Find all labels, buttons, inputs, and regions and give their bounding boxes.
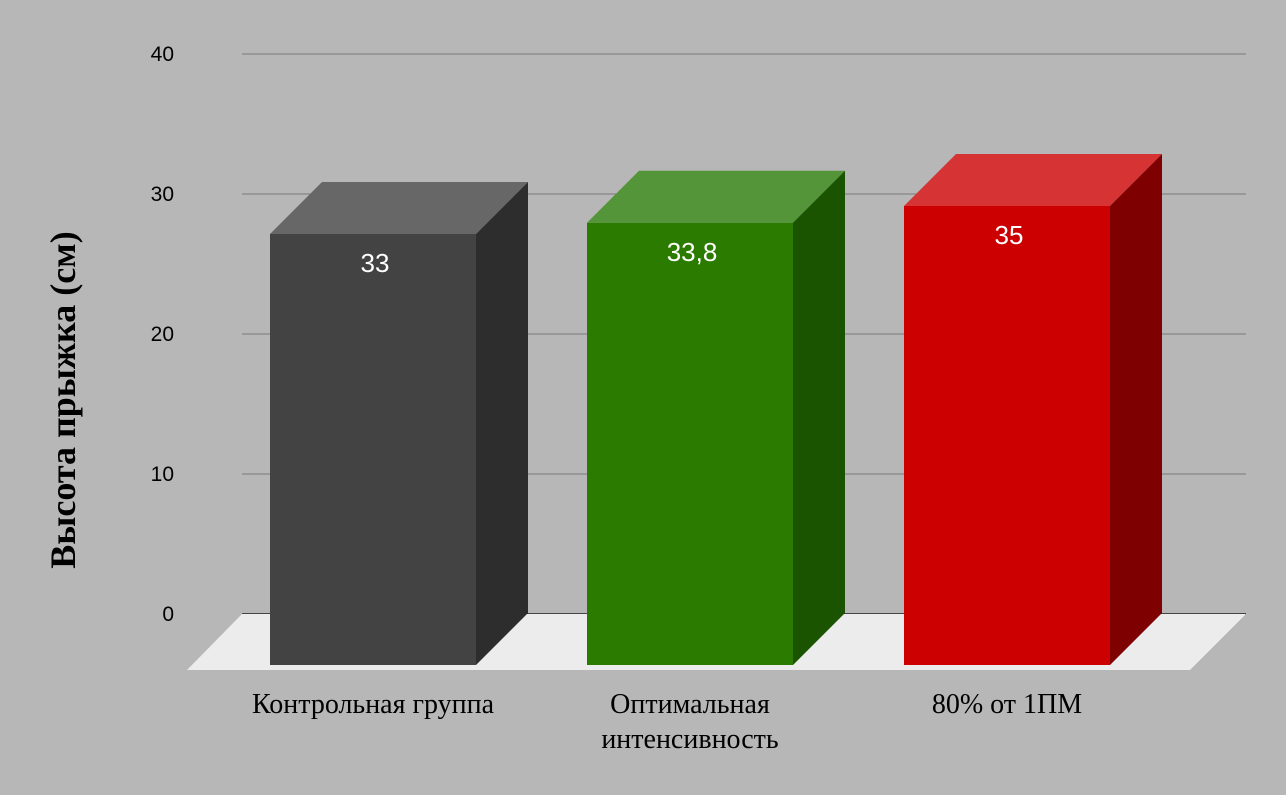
y-tick-label: 0 bbox=[162, 603, 174, 626]
y-tick-label: 10 bbox=[151, 463, 174, 486]
x-category-label: интенсивность bbox=[601, 724, 778, 755]
bar-front-face bbox=[587, 222, 793, 666]
data-label: 33,8 bbox=[667, 237, 718, 267]
bar-3: 35 bbox=[904, 154, 1162, 665]
bar-top-face bbox=[587, 170, 845, 223]
bar-side-face bbox=[476, 182, 528, 665]
data-label: 35 bbox=[995, 220, 1024, 250]
data-label: 33 bbox=[361, 248, 390, 278]
bar-2: 33,8 bbox=[587, 170, 845, 666]
bars: 33 33,8 35 bbox=[270, 154, 1162, 666]
bar-1: 33 bbox=[270, 182, 528, 665]
bar-top-face bbox=[270, 182, 528, 234]
bar-top-face bbox=[904, 154, 1162, 206]
bar-front-face bbox=[270, 234, 476, 665]
bar-side-face bbox=[793, 170, 845, 666]
labels: 0 10 20 30 40 Контрольная группа Оптимальная ин… bbox=[151, 43, 1083, 755]
y-tick-label: 20 bbox=[151, 323, 174, 346]
bar-front-face bbox=[904, 206, 1110, 665]
bar-side-face bbox=[1110, 154, 1162, 665]
y-axis-label: Высота прыжка (см) bbox=[43, 231, 83, 568]
x-category-label: 80% от 1ПМ bbox=[932, 689, 1082, 720]
y-tick-label: 30 bbox=[151, 183, 174, 206]
x-category-label: Оптимальная bbox=[610, 689, 770, 720]
x-category-label: Контрольная группа bbox=[252, 689, 495, 720]
y-tick-label: 40 bbox=[151, 43, 174, 66]
